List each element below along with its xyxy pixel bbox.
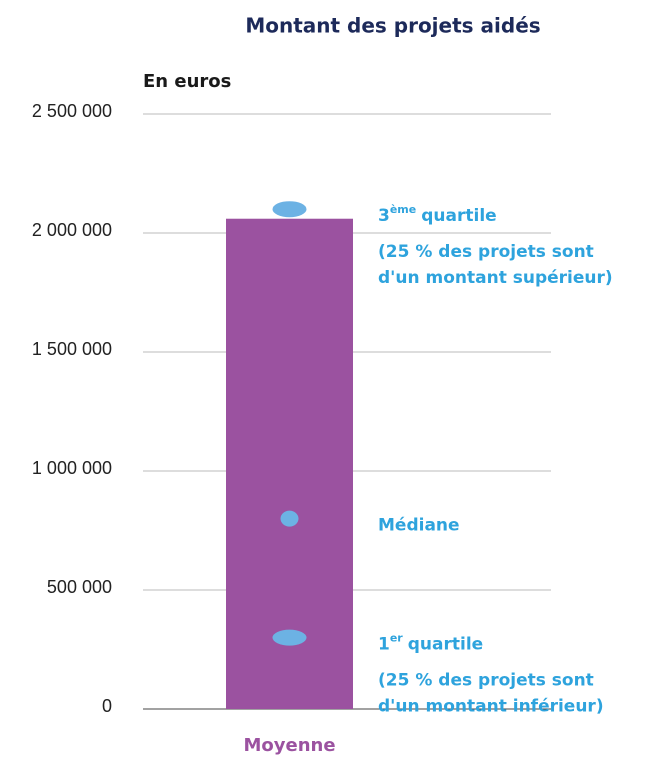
y-tick-label: 0 xyxy=(102,696,112,716)
marker-label: 3ème quartile xyxy=(378,203,497,226)
marker-label: 1er quartile xyxy=(378,632,483,655)
marker xyxy=(272,201,307,218)
marker-note: (25 % des projets sont xyxy=(378,671,594,691)
marker xyxy=(272,629,307,646)
label-part: Médiane xyxy=(378,516,460,536)
y-tick-label: 2 000 000 xyxy=(32,220,112,240)
label-part: quartile xyxy=(421,206,496,226)
marker-note: (25 % des projets sont xyxy=(378,242,594,262)
label-part: ème xyxy=(390,203,416,216)
label-part: 3 xyxy=(378,206,390,226)
marker xyxy=(280,510,299,527)
x-tick-label: Moyenne xyxy=(243,735,335,756)
chart-title: Montant des projets aidés xyxy=(245,14,540,38)
bar xyxy=(226,218,353,709)
marker-note: d'un montant supérieur) xyxy=(378,268,613,288)
label-part: 1 xyxy=(378,635,390,655)
y-axis-label: En euros xyxy=(143,71,231,92)
y-tick-label: 1 000 000 xyxy=(32,458,112,478)
marker-note: d'un montant inférieur) xyxy=(378,697,604,717)
marker-label: Médiane xyxy=(378,516,460,536)
y-tick-label: 2 500 000 xyxy=(32,101,112,121)
y-tick-label: 1 500 000 xyxy=(32,339,112,359)
label-part: quartile xyxy=(408,635,483,655)
label-part: er xyxy=(390,632,403,645)
y-tick-label: 500 000 xyxy=(47,577,112,597)
